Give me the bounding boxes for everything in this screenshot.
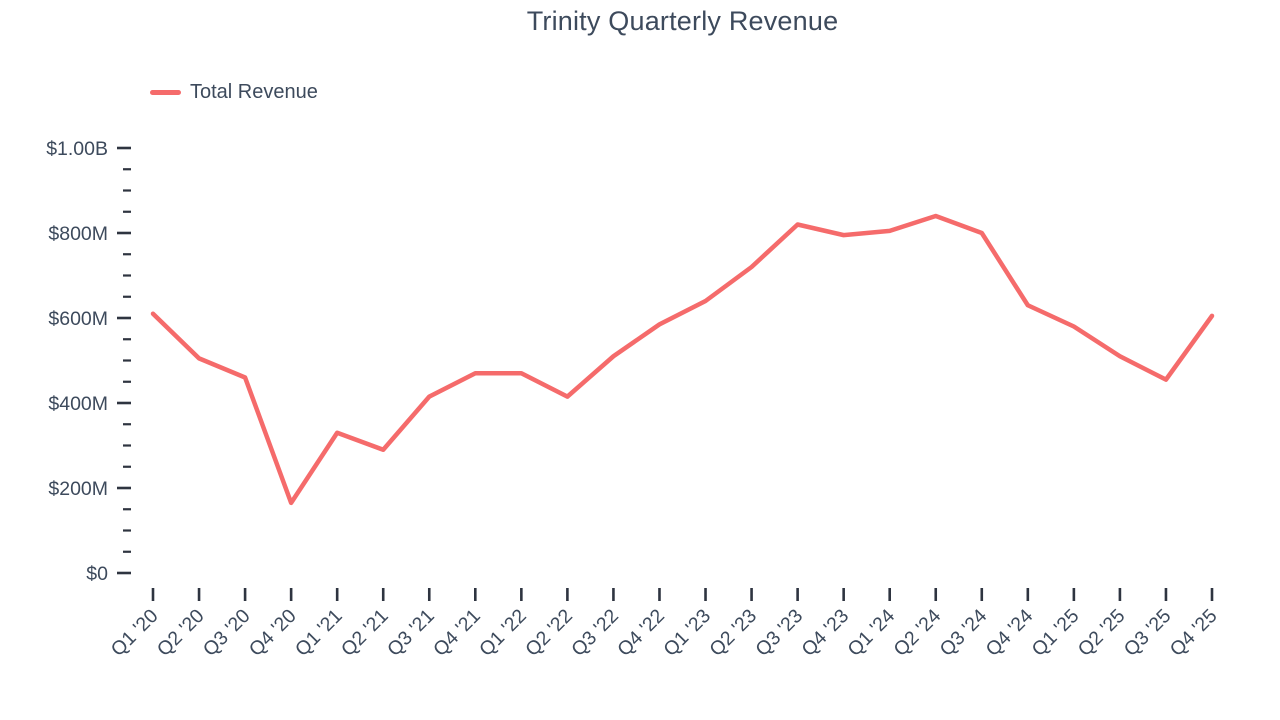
y-axis-label: $200M bbox=[48, 478, 108, 500]
x-axis-label: Q4 '23 bbox=[797, 605, 853, 661]
x-axis-label: Q4 '22 bbox=[613, 605, 669, 661]
x-axis-label: Q2 '24 bbox=[890, 605, 946, 661]
y-axis-label: $400M bbox=[48, 393, 108, 415]
x-axis-label: Q3 '24 bbox=[936, 605, 992, 661]
x-axis-label: Q3 '21 bbox=[383, 605, 439, 661]
y-axis-label: $1.00B bbox=[46, 138, 108, 160]
chart-title: Trinity Quarterly Revenue bbox=[526, 6, 839, 36]
legend-item-total-revenue[interactable]: Total Revenue bbox=[150, 79, 318, 105]
legend-line-swatch bbox=[150, 89, 181, 95]
x-axis-label: Q1 '22 bbox=[475, 605, 531, 661]
x-axis-label: Q3 '20 bbox=[199, 605, 255, 661]
x-axis-label: Q4 '21 bbox=[429, 605, 485, 661]
x-axis-label: Q4 '25 bbox=[1166, 605, 1222, 661]
x-axis-label: Q1 '24 bbox=[843, 605, 899, 661]
x-axis-label: Q4 '24 bbox=[982, 605, 1038, 661]
legend-label: Total Revenue bbox=[190, 80, 318, 103]
x-axis-label: Q1 '23 bbox=[659, 605, 715, 661]
x-axis-label: Q2 '22 bbox=[521, 605, 577, 661]
x-axis-label: Q2 '23 bbox=[705, 605, 761, 661]
x-axis-label: Q2 '20 bbox=[153, 605, 209, 661]
x-axis-label: Q1 '25 bbox=[1028, 605, 1084, 661]
y-axis-label: $600M bbox=[48, 308, 108, 330]
x-axis-label: Q4 '20 bbox=[245, 605, 301, 661]
x-axis-label: Q2 '21 bbox=[337, 605, 393, 661]
total-revenue-line bbox=[150, 213, 1215, 506]
x-axis-label: Q1 '21 bbox=[291, 605, 347, 661]
x-axis-label: Q3 '25 bbox=[1120, 605, 1176, 661]
x-axis-label: Q3 '23 bbox=[751, 605, 807, 661]
x-axis-label: Q3 '22 bbox=[567, 605, 623, 661]
y-axis-label: $0 bbox=[86, 563, 108, 585]
x-axis-label: Q2 '25 bbox=[1074, 605, 1130, 661]
x-axis-label: Q1 '20 bbox=[107, 605, 163, 661]
y-axis-label: $800M bbox=[48, 223, 108, 245]
